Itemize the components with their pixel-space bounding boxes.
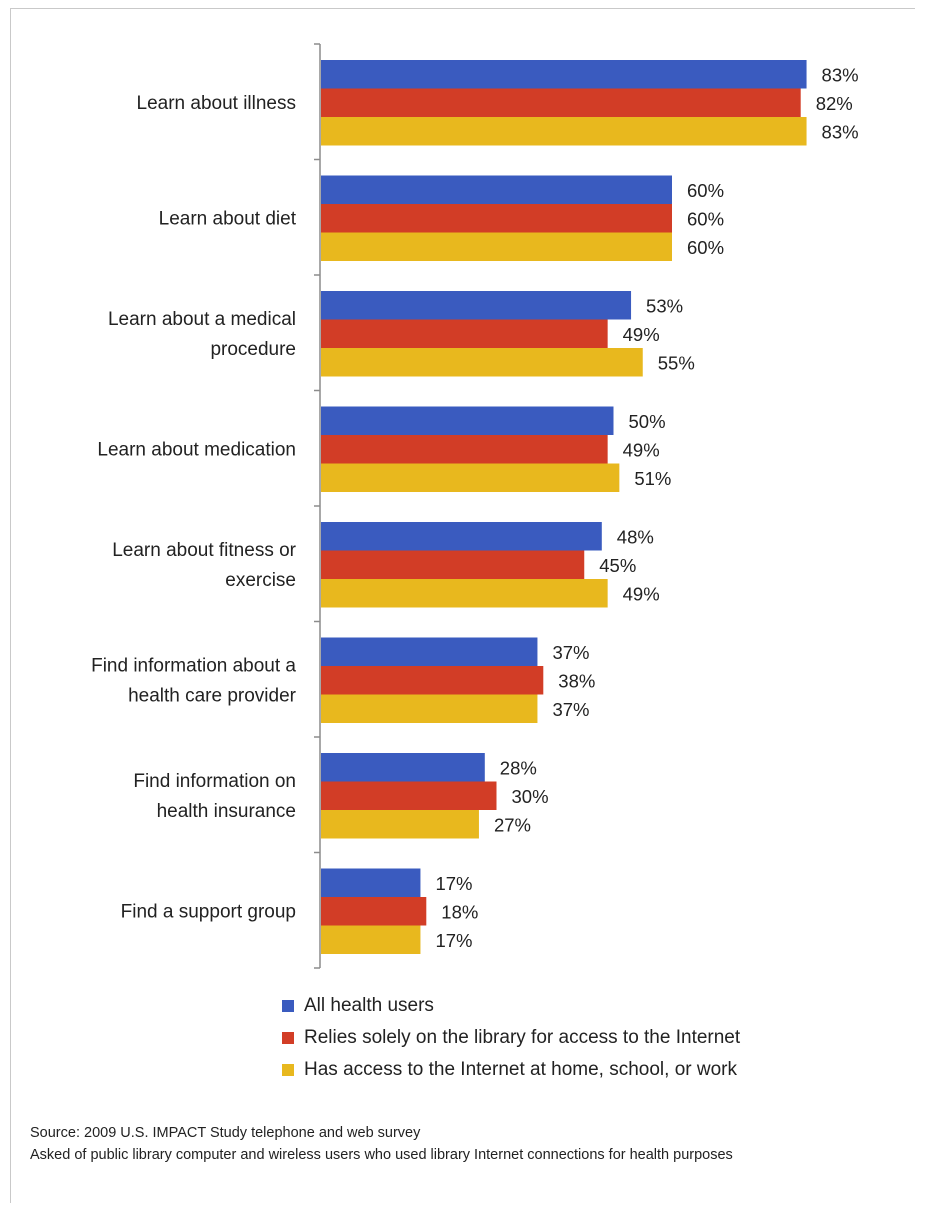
category-label-line: Find a support group <box>121 901 296 922</box>
category-label-line: Find information on <box>133 771 296 792</box>
bar <box>321 60 807 89</box>
legend-item-has-access-elsewhere: Has access to the Internet at home, scho… <box>282 1054 740 1086</box>
category-label-line: procedure <box>210 339 296 360</box>
value-label: 83% <box>822 64 859 85</box>
value-label: 51% <box>634 468 671 489</box>
value-label: 50% <box>629 411 666 432</box>
bar <box>321 175 672 204</box>
value-label: 60% <box>687 180 724 201</box>
bars-layer <box>321 60 807 954</box>
category-label: Find information about a health care prov… <box>91 655 297 706</box>
value-label: 49% <box>623 324 660 345</box>
legend-item-relies-solely-on-library: Relies solely on the library for access … <box>282 1022 740 1054</box>
chart-frame <box>10 8 915 1203</box>
bar <box>321 522 602 551</box>
category-label: Learn about medication <box>97 439 296 460</box>
source-note: Source: 2009 U.S. IMPACT Study telephone… <box>30 1125 421 1141</box>
bar-chart: Learn about illness 83% 82% 83% Learn about … <box>91 43 859 969</box>
bar <box>321 232 672 261</box>
value-label: 37% <box>552 699 589 720</box>
category-label: Learn about diet <box>159 208 297 229</box>
category-label: Learn about fitness or exercise <box>112 540 296 591</box>
bar <box>321 88 801 117</box>
legend-swatch <box>282 1000 294 1012</box>
value-label: 55% <box>658 352 695 373</box>
labels-layer: Learn about illness 83% 82% 83% Learn about … <box>91 64 858 951</box>
category-label-line: Learn about medication <box>97 439 296 460</box>
value-label: 18% <box>441 901 478 922</box>
value-label: 83% <box>822 121 859 142</box>
category-label-line: exercise <box>225 570 296 591</box>
value-label: 53% <box>646 295 683 316</box>
category-label-line: health insurance <box>157 801 296 822</box>
bar <box>321 319 608 348</box>
value-label: 17% <box>435 873 472 894</box>
value-label: 60% <box>687 208 724 229</box>
value-label: 82% <box>816 93 853 114</box>
bar <box>321 868 421 897</box>
category-label-line: Learn about illness <box>137 93 297 114</box>
value-label: 28% <box>500 757 537 778</box>
value-label: 27% <box>494 814 531 835</box>
category-label: Find information on health insurance <box>133 771 296 822</box>
bar <box>321 117 807 146</box>
legend-label: Relies solely on the library for access … <box>304 1027 741 1048</box>
bar <box>321 897 427 926</box>
legend-label: All health users <box>304 995 434 1016</box>
legend: All health users Relies solely on the li… <box>282 990 740 1086</box>
bar <box>321 925 421 954</box>
bar <box>321 579 608 608</box>
category-label-line: Learn about a medical <box>108 309 296 330</box>
category-label-line: Learn about diet <box>159 208 297 229</box>
bar <box>321 204 672 233</box>
bar <box>321 550 585 579</box>
legend-swatch <box>282 1064 294 1076</box>
value-label: 49% <box>623 583 660 604</box>
value-label: 30% <box>512 786 549 807</box>
bar <box>321 753 485 782</box>
notes: Source: 2009 U.S. IMPACT Study telephone… <box>30 1122 900 1166</box>
legend-swatch <box>282 1032 294 1044</box>
category-label: Learn about a medical procedure <box>108 309 296 360</box>
bar <box>321 435 608 464</box>
category-label-line: Find information about a <box>91 655 296 676</box>
value-label: 17% <box>435 930 472 951</box>
legend-label: Has access to the Internet at home, scho… <box>304 1059 737 1080</box>
value-label: 60% <box>687 237 724 258</box>
category-label-line: Learn about fitness or <box>112 540 296 561</box>
value-label: 49% <box>623 439 660 460</box>
value-label: 48% <box>617 526 654 547</box>
survey-note: Asked of public library computer and wir… <box>30 1147 733 1163</box>
bar <box>321 291 632 320</box>
bar <box>321 637 538 666</box>
value-label: 45% <box>599 555 636 576</box>
bar <box>321 348 643 377</box>
category-label-line: health care provider <box>128 685 297 706</box>
category-label: Learn about illness <box>137 93 297 114</box>
axis-layer <box>314 43 321 969</box>
category-label: Find a support group <box>121 901 296 922</box>
bar <box>321 666 544 695</box>
bar <box>321 810 479 839</box>
bar <box>321 406 614 435</box>
bar <box>321 781 497 810</box>
bar <box>321 694 538 723</box>
bar <box>321 463 620 492</box>
value-label: 38% <box>558 670 595 691</box>
value-label: 37% <box>552 642 589 663</box>
legend-item-all-health-users: All health users <box>282 990 740 1022</box>
